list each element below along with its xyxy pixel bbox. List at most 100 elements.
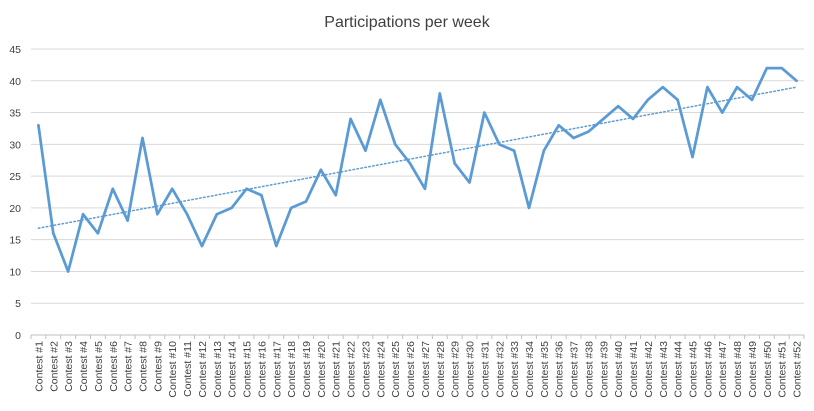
data-point: [750, 98, 754, 102]
data-point: [215, 213, 219, 216]
x-tick-label: Contest #33: [509, 341, 521, 398]
data-point: [468, 181, 471, 184]
data-point: [394, 143, 397, 146]
y-tick-label: 35: [9, 108, 21, 120]
data-point: [721, 111, 724, 114]
x-tick-label: Contest #25: [390, 341, 402, 398]
x-tick-label: Contest #47: [717, 341, 729, 398]
x-tick-label: Contest #31: [479, 341, 491, 398]
data-point: [780, 66, 783, 70]
x-tick-label: Contest #37: [569, 341, 581, 398]
x-tick-label: Contest #14: [227, 341, 239, 398]
x-tick-label: Contest #20: [316, 341, 328, 398]
x-tick-label: Contest #51: [777, 341, 789, 398]
x-tick-label: Contest #5: [93, 341, 105, 392]
x-tick-label: Contest #46: [702, 341, 714, 398]
trendline-layer: [37, 86, 798, 229]
data-point: [795, 79, 798, 82]
data-point: [185, 213, 189, 216]
x-tick-label: Contest #30: [465, 341, 477, 398]
x-tick-label: Contest #40: [613, 341, 625, 398]
data-point: [527, 206, 531, 210]
y-tick-label: 10: [9, 266, 21, 278]
data-point: [631, 117, 635, 121]
data-point: [66, 270, 70, 273]
y-tick-label: 0: [15, 330, 21, 342]
x-tick-label: Contest #6: [108, 341, 120, 392]
data-point: [453, 162, 456, 165]
data-point: [171, 187, 174, 191]
x-tick-label: Contest #28: [435, 341, 447, 398]
data-point: [512, 149, 516, 152]
data-point: [706, 85, 709, 89]
x-tick-label: Contest #13: [212, 341, 224, 398]
series-line: [37, 66, 798, 273]
y-tick-label: 5: [15, 298, 21, 310]
data-point: [557, 124, 560, 127]
y-tick-label: 20: [9, 203, 21, 215]
data-point: [245, 187, 248, 191]
x-tick-label: Contest #36: [554, 341, 566, 398]
data-point: [260, 193, 263, 197]
x-tick-label: Contest #32: [494, 341, 506, 398]
x-tick-label: Contest #52: [792, 341, 804, 398]
x-tick-label: Contest #18: [286, 341, 298, 398]
data-point: [765, 66, 769, 70]
data-point: [735, 85, 739, 89]
x-tick-label: Contest #24: [375, 341, 387, 398]
data-point: [364, 149, 367, 152]
data-point: [379, 98, 382, 102]
data-point: [423, 187, 427, 191]
x-tick-label: Contest #48: [732, 341, 744, 398]
x-tick-label: Contest #15: [242, 341, 254, 398]
x-tick-label: Contest #44: [673, 341, 685, 398]
x-tick-label: Contest #19: [301, 341, 313, 398]
y-tick-label: 45: [9, 44, 21, 56]
x-tick-label: Contest #22: [346, 341, 358, 398]
data-point: [141, 136, 144, 140]
data-point: [319, 168, 323, 171]
chart-title: Participations per week: [324, 14, 490, 31]
x-tick-label: Contest #4: [78, 341, 90, 392]
x-tick-label: Contest #38: [583, 341, 595, 398]
y-axis-ticks: 0 5 10 15 20 25 30 35 40 45: [9, 44, 21, 342]
data-point: [646, 98, 650, 102]
x-tick-label: Contest #29: [450, 341, 462, 398]
data-point: [408, 162, 412, 165]
x-tick-label: Contest #8: [137, 341, 149, 392]
y-tick-label: 30: [9, 139, 21, 151]
data-point: [483, 111, 486, 114]
x-tick-label: Contest #45: [688, 341, 700, 398]
x-tick-label: Contest #9: [152, 341, 164, 392]
x-axis-ticks: Contest #1 Contest #2 Contest #3 Contest #4…: [30, 335, 805, 398]
x-tick-label: Contest #7: [123, 341, 135, 392]
data-point: [676, 98, 679, 102]
x-tick-label: Contest #35: [539, 341, 551, 398]
data-point: [498, 143, 501, 146]
y-tick-label: 15: [9, 235, 21, 247]
x-tick-label: Contest #50: [762, 341, 774, 398]
x-tick-label: Contest #26: [405, 341, 417, 398]
x-tick-label: Contest #11: [182, 341, 194, 397]
x-tick-label: Contest #39: [598, 341, 610, 398]
data-point: [200, 244, 204, 248]
data-point: [96, 232, 100, 235]
data-point: [572, 136, 575, 140]
data-point: [275, 244, 278, 248]
x-tick-label: Contest #49: [747, 341, 759, 398]
x-tick-label: Contest #21: [331, 341, 343, 398]
x-tick-label: Contest #42: [643, 341, 655, 398]
data-point: [616, 105, 620, 108]
data-point: [691, 155, 694, 159]
x-tick-label: Contest #17: [271, 341, 283, 398]
data-point: [602, 117, 605, 121]
x-tick-label: Contest #3: [63, 341, 75, 392]
data-point: [52, 232, 55, 235]
data-point: [230, 206, 233, 210]
data-point: [542, 149, 546, 152]
y-tick-label: 40: [9, 76, 21, 88]
y-tick-label: 25: [9, 171, 21, 183]
data-point: [289, 206, 293, 210]
